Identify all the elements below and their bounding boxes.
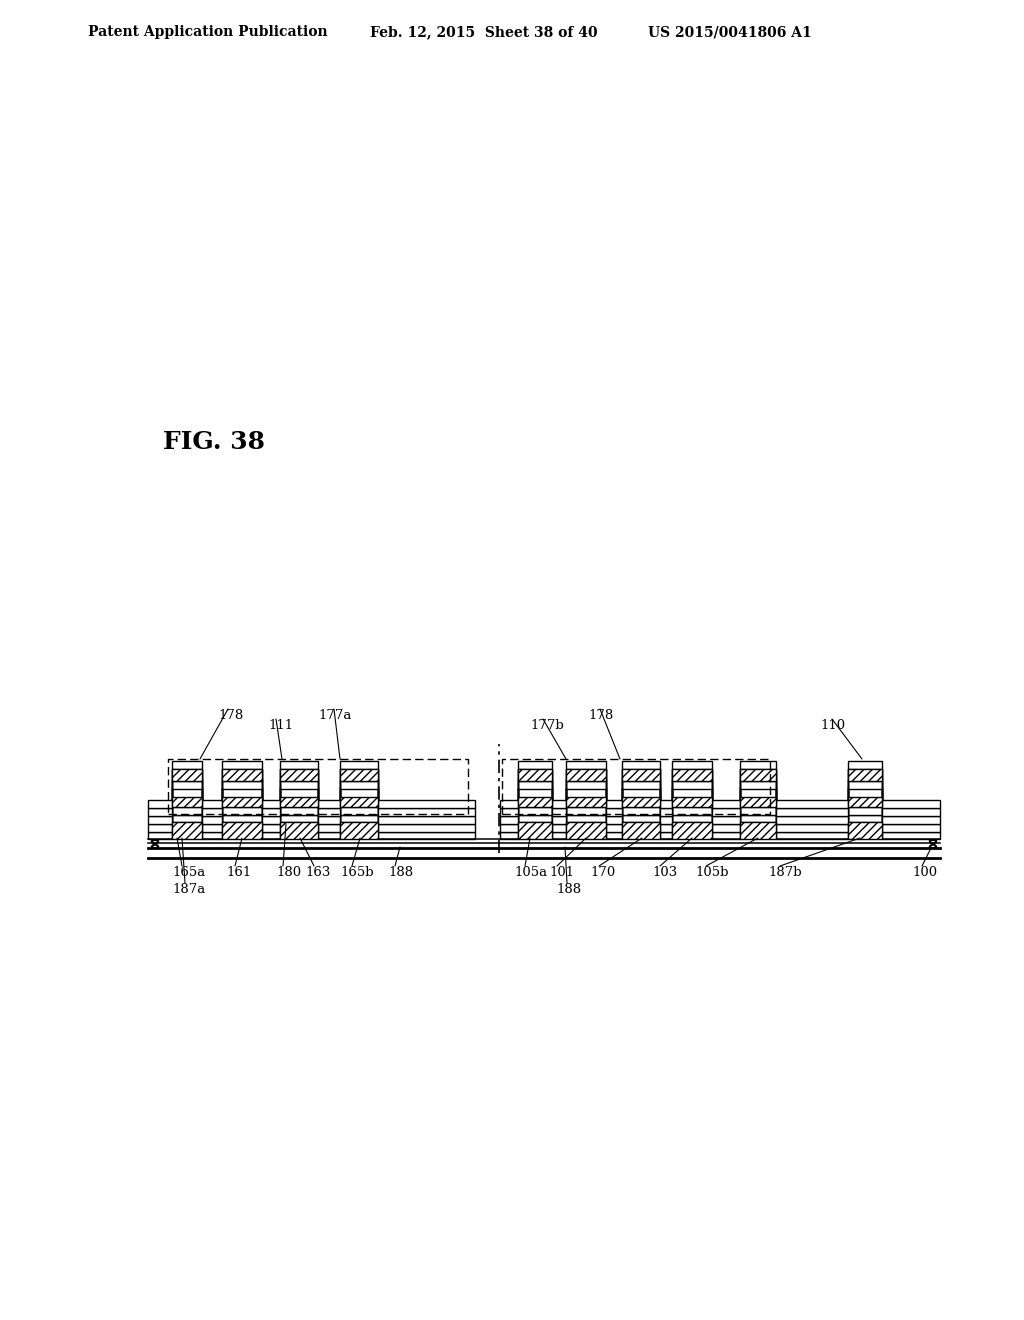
Text: 100: 100: [912, 866, 937, 879]
Polygon shape: [148, 762, 475, 808]
Polygon shape: [848, 770, 882, 781]
Polygon shape: [340, 822, 378, 840]
Polygon shape: [848, 822, 882, 840]
Text: 178: 178: [218, 709, 244, 722]
Text: 111: 111: [268, 719, 293, 733]
Text: 177a: 177a: [318, 709, 351, 722]
Text: FIG. 38: FIG. 38: [163, 430, 265, 454]
Text: 101: 101: [549, 866, 574, 879]
Text: 165b: 165b: [340, 866, 374, 879]
Polygon shape: [280, 797, 318, 807]
Text: 105a: 105a: [514, 866, 547, 879]
Polygon shape: [222, 770, 262, 781]
Polygon shape: [566, 797, 606, 807]
Text: 170: 170: [590, 866, 615, 879]
Polygon shape: [518, 822, 552, 840]
Text: US 2015/0041806 A1: US 2015/0041806 A1: [648, 25, 812, 40]
Text: Patent Application Publication: Patent Application Publication: [88, 25, 328, 40]
Polygon shape: [622, 822, 660, 840]
Text: 163: 163: [305, 866, 331, 879]
Polygon shape: [566, 822, 606, 840]
Polygon shape: [148, 781, 475, 816]
Text: 188: 188: [388, 866, 413, 879]
Text: 180: 180: [276, 866, 301, 879]
Polygon shape: [222, 822, 262, 840]
Polygon shape: [518, 770, 552, 781]
Polygon shape: [740, 797, 776, 807]
Polygon shape: [340, 797, 378, 807]
Polygon shape: [148, 814, 475, 840]
Polygon shape: [500, 779, 940, 824]
Polygon shape: [500, 814, 940, 840]
Polygon shape: [848, 797, 882, 807]
Polygon shape: [672, 822, 712, 840]
Polygon shape: [222, 797, 262, 807]
Polygon shape: [566, 770, 606, 781]
Polygon shape: [672, 797, 712, 807]
Text: Feb. 12, 2015  Sheet 38 of 40: Feb. 12, 2015 Sheet 38 of 40: [370, 25, 598, 40]
Text: 187b: 187b: [768, 866, 802, 879]
Polygon shape: [172, 770, 202, 781]
Text: 165a: 165a: [172, 866, 205, 879]
Polygon shape: [172, 797, 202, 807]
Text: 188: 188: [556, 883, 582, 896]
Polygon shape: [148, 779, 475, 824]
Text: 161: 161: [226, 866, 251, 879]
Polygon shape: [518, 797, 552, 807]
Polygon shape: [280, 770, 318, 781]
Polygon shape: [500, 762, 940, 808]
Polygon shape: [500, 781, 940, 816]
Polygon shape: [340, 770, 378, 781]
Polygon shape: [622, 770, 660, 781]
Polygon shape: [148, 807, 475, 832]
Polygon shape: [500, 807, 940, 832]
Text: 103: 103: [652, 866, 677, 879]
Polygon shape: [622, 797, 660, 807]
Text: 105b: 105b: [695, 866, 728, 879]
Polygon shape: [740, 770, 776, 781]
Text: 177b: 177b: [530, 719, 564, 733]
Text: 187a: 187a: [172, 883, 205, 896]
Polygon shape: [280, 822, 318, 840]
Text: 110: 110: [820, 719, 845, 733]
Polygon shape: [740, 822, 776, 840]
Polygon shape: [172, 822, 202, 840]
Polygon shape: [672, 770, 712, 781]
Text: 178: 178: [588, 709, 613, 722]
